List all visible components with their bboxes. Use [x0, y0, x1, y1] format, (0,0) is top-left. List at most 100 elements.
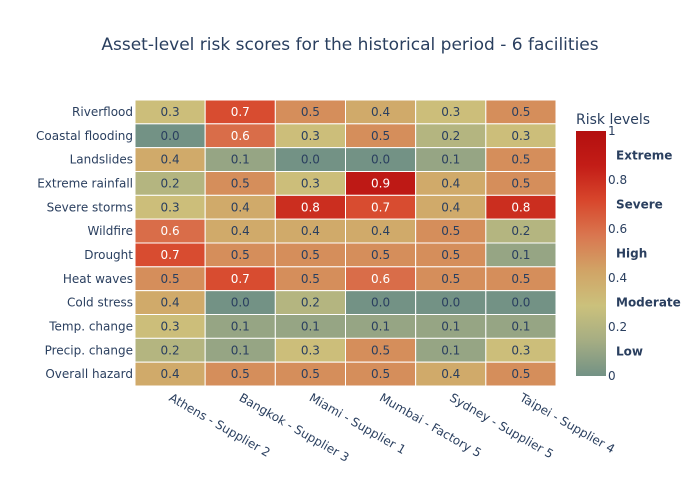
- heatmap-cell-label: 0.1: [441, 153, 460, 167]
- y-tick-label: Severe storms: [47, 200, 133, 214]
- heatmap-cell-label: 0.0: [441, 296, 460, 310]
- heatmap-cell-label: 0.7: [161, 248, 180, 262]
- heatmap-cell-label: 0.5: [301, 248, 320, 262]
- heatmap-cell-label: 0.4: [301, 224, 320, 238]
- y-tick-label: Precip. change: [45, 343, 133, 357]
- heatmap-cell-label: 0.3: [441, 105, 460, 119]
- heatmap-cell-label: 0.8: [301, 200, 320, 214]
- y-tick-label: Extreme rainfall: [37, 176, 133, 190]
- heatmap-cell-label: 0.1: [441, 319, 460, 333]
- colorbar: Risk levels 0 0.2 0.4 0.6 0.8 1 Low Moderate Hi…: [576, 112, 681, 383]
- heatmap-cell-label: 0.5: [511, 153, 530, 167]
- heatmap-cell-label: 0.5: [511, 367, 530, 381]
- colorbar-level-label: Low: [616, 345, 643, 359]
- heatmap-cell-label: 0.5: [371, 129, 390, 143]
- heatmap-cell-label: 0.3: [161, 105, 180, 119]
- heatmap-cell-label: 0.5: [441, 224, 460, 238]
- heatmap-cell: [485, 361, 557, 387]
- colorbar-level-labels: Low Moderate High Severe Extreme: [616, 149, 681, 359]
- y-tick-label: Temp. change: [48, 319, 133, 333]
- y-tick-label: Heat waves: [63, 272, 133, 286]
- y-tick-label: Riverflood: [72, 105, 133, 119]
- heatmap-cell-label: 0.5: [301, 272, 320, 286]
- heatmap-cell-label: 0.0: [511, 296, 530, 310]
- heatmap-cell-label: 0.3: [511, 343, 530, 357]
- heatmap-cell-label: 0.1: [231, 153, 250, 167]
- colorbar-tick-labels: 0 0.2 0.4 0.6 0.8 1: [608, 124, 627, 383]
- heatmap-cell-label: 0.4: [441, 200, 460, 214]
- heatmap-cell-label: 0.1: [441, 343, 460, 357]
- colorbar-level-label: Extreme: [616, 149, 672, 163]
- heatmap-cell-label: 0.3: [511, 129, 530, 143]
- colorbar-tick-label: 0.4: [608, 271, 627, 285]
- colorbar-tick-label: 0: [608, 369, 616, 383]
- heatmap-cell-label: 0.5: [231, 367, 250, 381]
- heatmap-cells: 0.3 0.7 0.5 0.4 0.3 0.5 0.0 0.6 0.3 0.5 0.2 0.3 0.4 0…: [134, 99, 557, 387]
- colorbar-title: Risk levels: [576, 112, 650, 128]
- heatmap-cell-label: 0.6: [161, 224, 180, 238]
- heatmap-cell-label: 0.5: [441, 272, 460, 286]
- colorbar-level-label: High: [616, 247, 647, 261]
- heatmap-cell-label: 0.8: [511, 200, 530, 214]
- colorbar-tick-label: 1: [608, 124, 616, 138]
- heatmap-cell-label: 0.4: [231, 200, 250, 214]
- heatmap-cell-label: 0.6: [371, 272, 390, 286]
- heatmap-cell-label: 0.5: [371, 343, 390, 357]
- heatmap-cell-label: 0.5: [511, 105, 530, 119]
- heatmap-cell-label: 0.5: [371, 248, 390, 262]
- heatmap-cell-label: 0.4: [441, 176, 460, 190]
- heatmap-cell-label: 0.0: [161, 129, 180, 143]
- heatmap-cell-label: 0.5: [441, 248, 460, 262]
- heatmap-cell-label: 0.4: [161, 153, 180, 167]
- heatmap-cell-label: 0.3: [301, 176, 320, 190]
- heatmap-cell-label: 0.2: [161, 343, 180, 357]
- heatmap-cell-label: 0.5: [301, 367, 320, 381]
- heatmap-cell-label: 0.9: [371, 176, 390, 190]
- y-tick-label: Coastal flooding: [36, 129, 133, 143]
- heatmap-cell-label: 0.5: [231, 248, 250, 262]
- colorbar-tick-label: 0.8: [608, 173, 627, 187]
- heatmap-cell-label: 0.4: [371, 105, 390, 119]
- heatmap-cell-label: 0.5: [511, 272, 530, 286]
- heatmap-cell-label: 0.1: [511, 248, 530, 262]
- heatmap-cell-label: 0.5: [371, 367, 390, 381]
- heatmap-cell-label: 0.7: [231, 105, 250, 119]
- heatmap-cell-label: 0.1: [301, 319, 320, 333]
- heatmap-cell-label: 0.4: [231, 224, 250, 238]
- heatmap-cell-label: 0.0: [371, 296, 390, 310]
- heatmap-cell-label: 0.0: [231, 296, 250, 310]
- heatmap-cell-label: 0.2: [441, 129, 460, 143]
- colorbar-level-label: Moderate: [616, 296, 681, 310]
- heatmap-cell-label: 0.2: [301, 296, 320, 310]
- colorbar-tick-label: 0.6: [608, 222, 627, 236]
- colorbar-level-label: Severe: [616, 198, 663, 212]
- heatmap-cell-label: 0.3: [161, 319, 180, 333]
- heatmap-cell-label: 0.7: [231, 272, 250, 286]
- heatmap-cell-label: 0.5: [511, 176, 530, 190]
- heatmap-cell-label: 0.2: [161, 176, 180, 190]
- heatmap-cell-label: 0.1: [231, 343, 250, 357]
- y-tick-label: Landslides: [70, 153, 133, 167]
- y-tick-label: Overall hazard: [45, 367, 133, 381]
- heatmap-cell-label: 0.1: [371, 319, 390, 333]
- y-tick-label: Drought: [84, 248, 133, 262]
- heatmap-cell-label: 0.2: [511, 224, 530, 238]
- heatmap-cell-label: 0.1: [511, 319, 530, 333]
- heatmap-cell-label: 0.3: [301, 343, 320, 357]
- heatmap-cell-label: 0.0: [301, 153, 320, 167]
- heatmap-cell-label: 0.6: [231, 129, 250, 143]
- y-tick-label: Wildfire: [88, 224, 134, 238]
- heatmap-cell-label: 0.7: [371, 200, 390, 214]
- colorbar-tick-label: 0.2: [608, 320, 627, 334]
- colorbar-gradient: [576, 131, 606, 376]
- heatmap-cell-label: 0.5: [161, 272, 180, 286]
- heatmap-cell-label: 0.4: [371, 224, 390, 238]
- chart-title: Asset-level risk scores for the historic…: [101, 35, 598, 55]
- heatmap-cell-label: 0.4: [441, 367, 460, 381]
- heatmap-cell-label: 0.0: [371, 153, 390, 167]
- heatmap-cell-label: 0.1: [231, 319, 250, 333]
- heatmap-cell-label: 0.5: [231, 176, 250, 190]
- y-tick-label: Cold stress: [67, 296, 133, 310]
